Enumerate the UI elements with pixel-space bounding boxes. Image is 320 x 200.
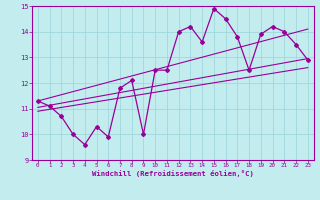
X-axis label: Windchill (Refroidissement éolien,°C): Windchill (Refroidissement éolien,°C) (92, 170, 254, 177)
